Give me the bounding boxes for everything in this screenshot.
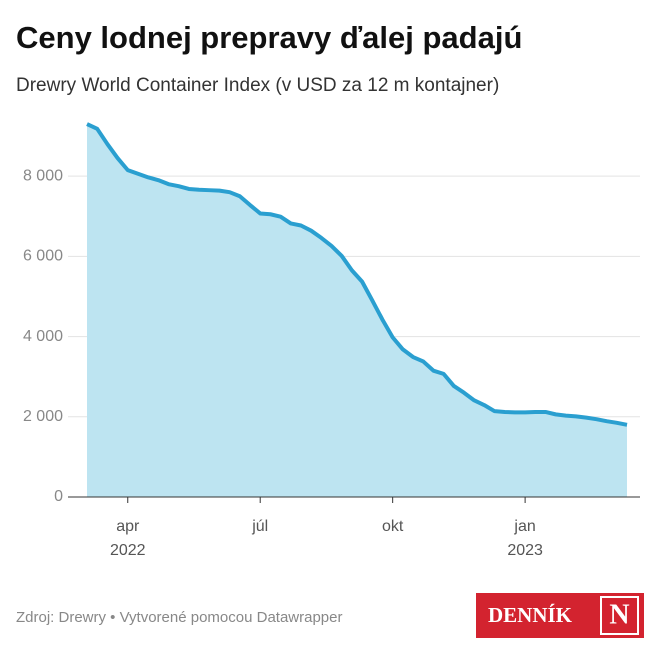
chart-subtitle: Drewry World Container Index (v USD za 1…	[16, 75, 499, 96]
x-tick-label: jan	[513, 518, 535, 535]
area-fill	[87, 124, 627, 498]
x-tick-label: júl	[251, 518, 268, 535]
logo-letter: N	[609, 599, 629, 630]
y-tick-label: 4 000	[23, 328, 63, 345]
x-tick-label: okt	[382, 518, 404, 535]
logo-word: DENNÍK	[488, 603, 573, 627]
x-tick-label: apr	[116, 518, 140, 535]
logo-frame	[600, 596, 639, 635]
line	[86, 122, 628, 427]
y-tick-label: 0	[54, 488, 63, 505]
y-tick-label: 8 000	[23, 167, 63, 184]
y-tick-label: 6 000	[23, 248, 63, 265]
x-tick-year: 2023	[507, 542, 543, 559]
chart-title: Ceny lodnej prepravy ďalej padajú	[16, 20, 522, 55]
y-tick-label: 2 000	[23, 408, 63, 425]
x-tick-year: 2022	[110, 542, 146, 559]
logo-box	[476, 593, 644, 638]
source: Zdroj: Drewry • Vytvorené pomocou Datawr…	[16, 609, 343, 626]
